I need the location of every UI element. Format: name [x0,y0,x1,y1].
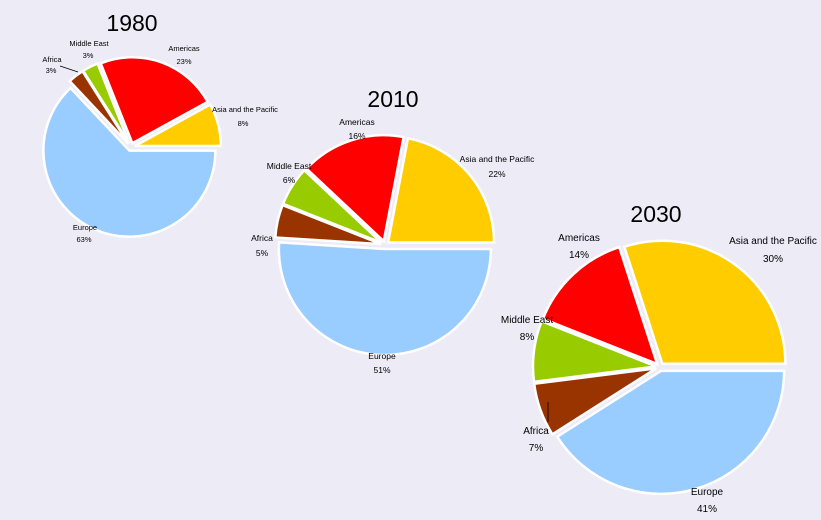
slice-americas-1980 [99,56,210,146]
chart-title: 2010 [367,86,418,112]
pie-chart-2010: 2010 Asia and the Pacific 22% Europe 51% Afri… [251,86,535,375]
chart-title: 2030 [630,201,681,227]
slice-name-label-africa: Africa [42,55,62,64]
slice-name-label-middle-east: Middle East [267,161,312,171]
chart-title: 1980 [106,10,157,36]
slice-africa-2030 [532,367,657,436]
slice-value-label-asia-and-the-pacific: 8% [238,119,249,128]
slice-value-label-middle-east: 8% [520,332,535,343]
slice-middle-east-2010 [281,168,383,245]
slice-value-label-africa: 3% [46,66,57,75]
slice-americas-2030 [541,245,660,367]
slice-value-label-asia-and-the-pacific: 22% [488,169,505,179]
slice-europe-2030 [555,369,786,496]
slice-asia-and-the-pacific-2030 [622,239,787,366]
slice-value-label-middle-east: 6% [283,175,296,185]
slice-name-label-asia-and-the-pacific: Asia and the Pacific [212,105,278,114]
slice-name-label-europe: Europe [73,223,97,232]
slice-name-label-americas: Americas [339,117,374,127]
slice-name-label-asia-and-the-pacific: Asia and the Pacific [460,154,535,164]
slice-middle-east-1980 [81,61,131,145]
slice-value-label-americas: 23% [176,57,191,66]
slice-name-label-americas: Americas [558,233,600,244]
slice-value-label-europe: 41% [697,504,717,515]
slice-name-label-africa: Africa [251,233,273,243]
slice-name-label-americas: Americas [168,44,200,53]
slice-asia-and-the-pacific-2010 [386,136,496,244]
slice-europe-1980 [42,86,217,238]
slice-value-label-americas: 14% [569,250,589,261]
slice-value-label-asia-and-the-pacific: 30% [763,254,783,265]
slice-name-label-middle-east: Middle East [501,315,553,326]
slice-value-label-americas: 16% [348,131,365,141]
slice-name-label-europe: Europe [691,487,724,498]
slice-value-label-africa: 7% [529,443,544,454]
slice-value-label-europe: 51% [373,365,390,375]
leader-line-africa [59,65,79,73]
slice-name-label-asia-and-the-pacific: Asia and the Pacific [729,236,817,247]
slice-americas-2010 [304,134,406,244]
slice-value-label-africa: 5% [256,248,269,258]
slice-africa-2010 [273,203,382,246]
slice-middle-east-2030 [531,319,657,384]
slice-name-label-europe: Europe [368,351,396,361]
slice-europe-2010 [277,241,493,357]
slice-value-label-middle-east: 3% [83,51,94,60]
pie-chart-2030: 2030 Asia and the Pacific 30% Europe 41% Afri… [501,201,817,515]
slice-value-label-europe: 63% [76,235,91,244]
pie-chart-1980: 1980 Asia and the Pacific 8% Europe 63% Afric… [42,10,278,244]
slice-name-label-africa: Africa [523,426,549,437]
slice-asia-and-the-pacific-1980 [134,102,223,148]
slice-name-label-middle-east: Middle East [69,39,109,48]
